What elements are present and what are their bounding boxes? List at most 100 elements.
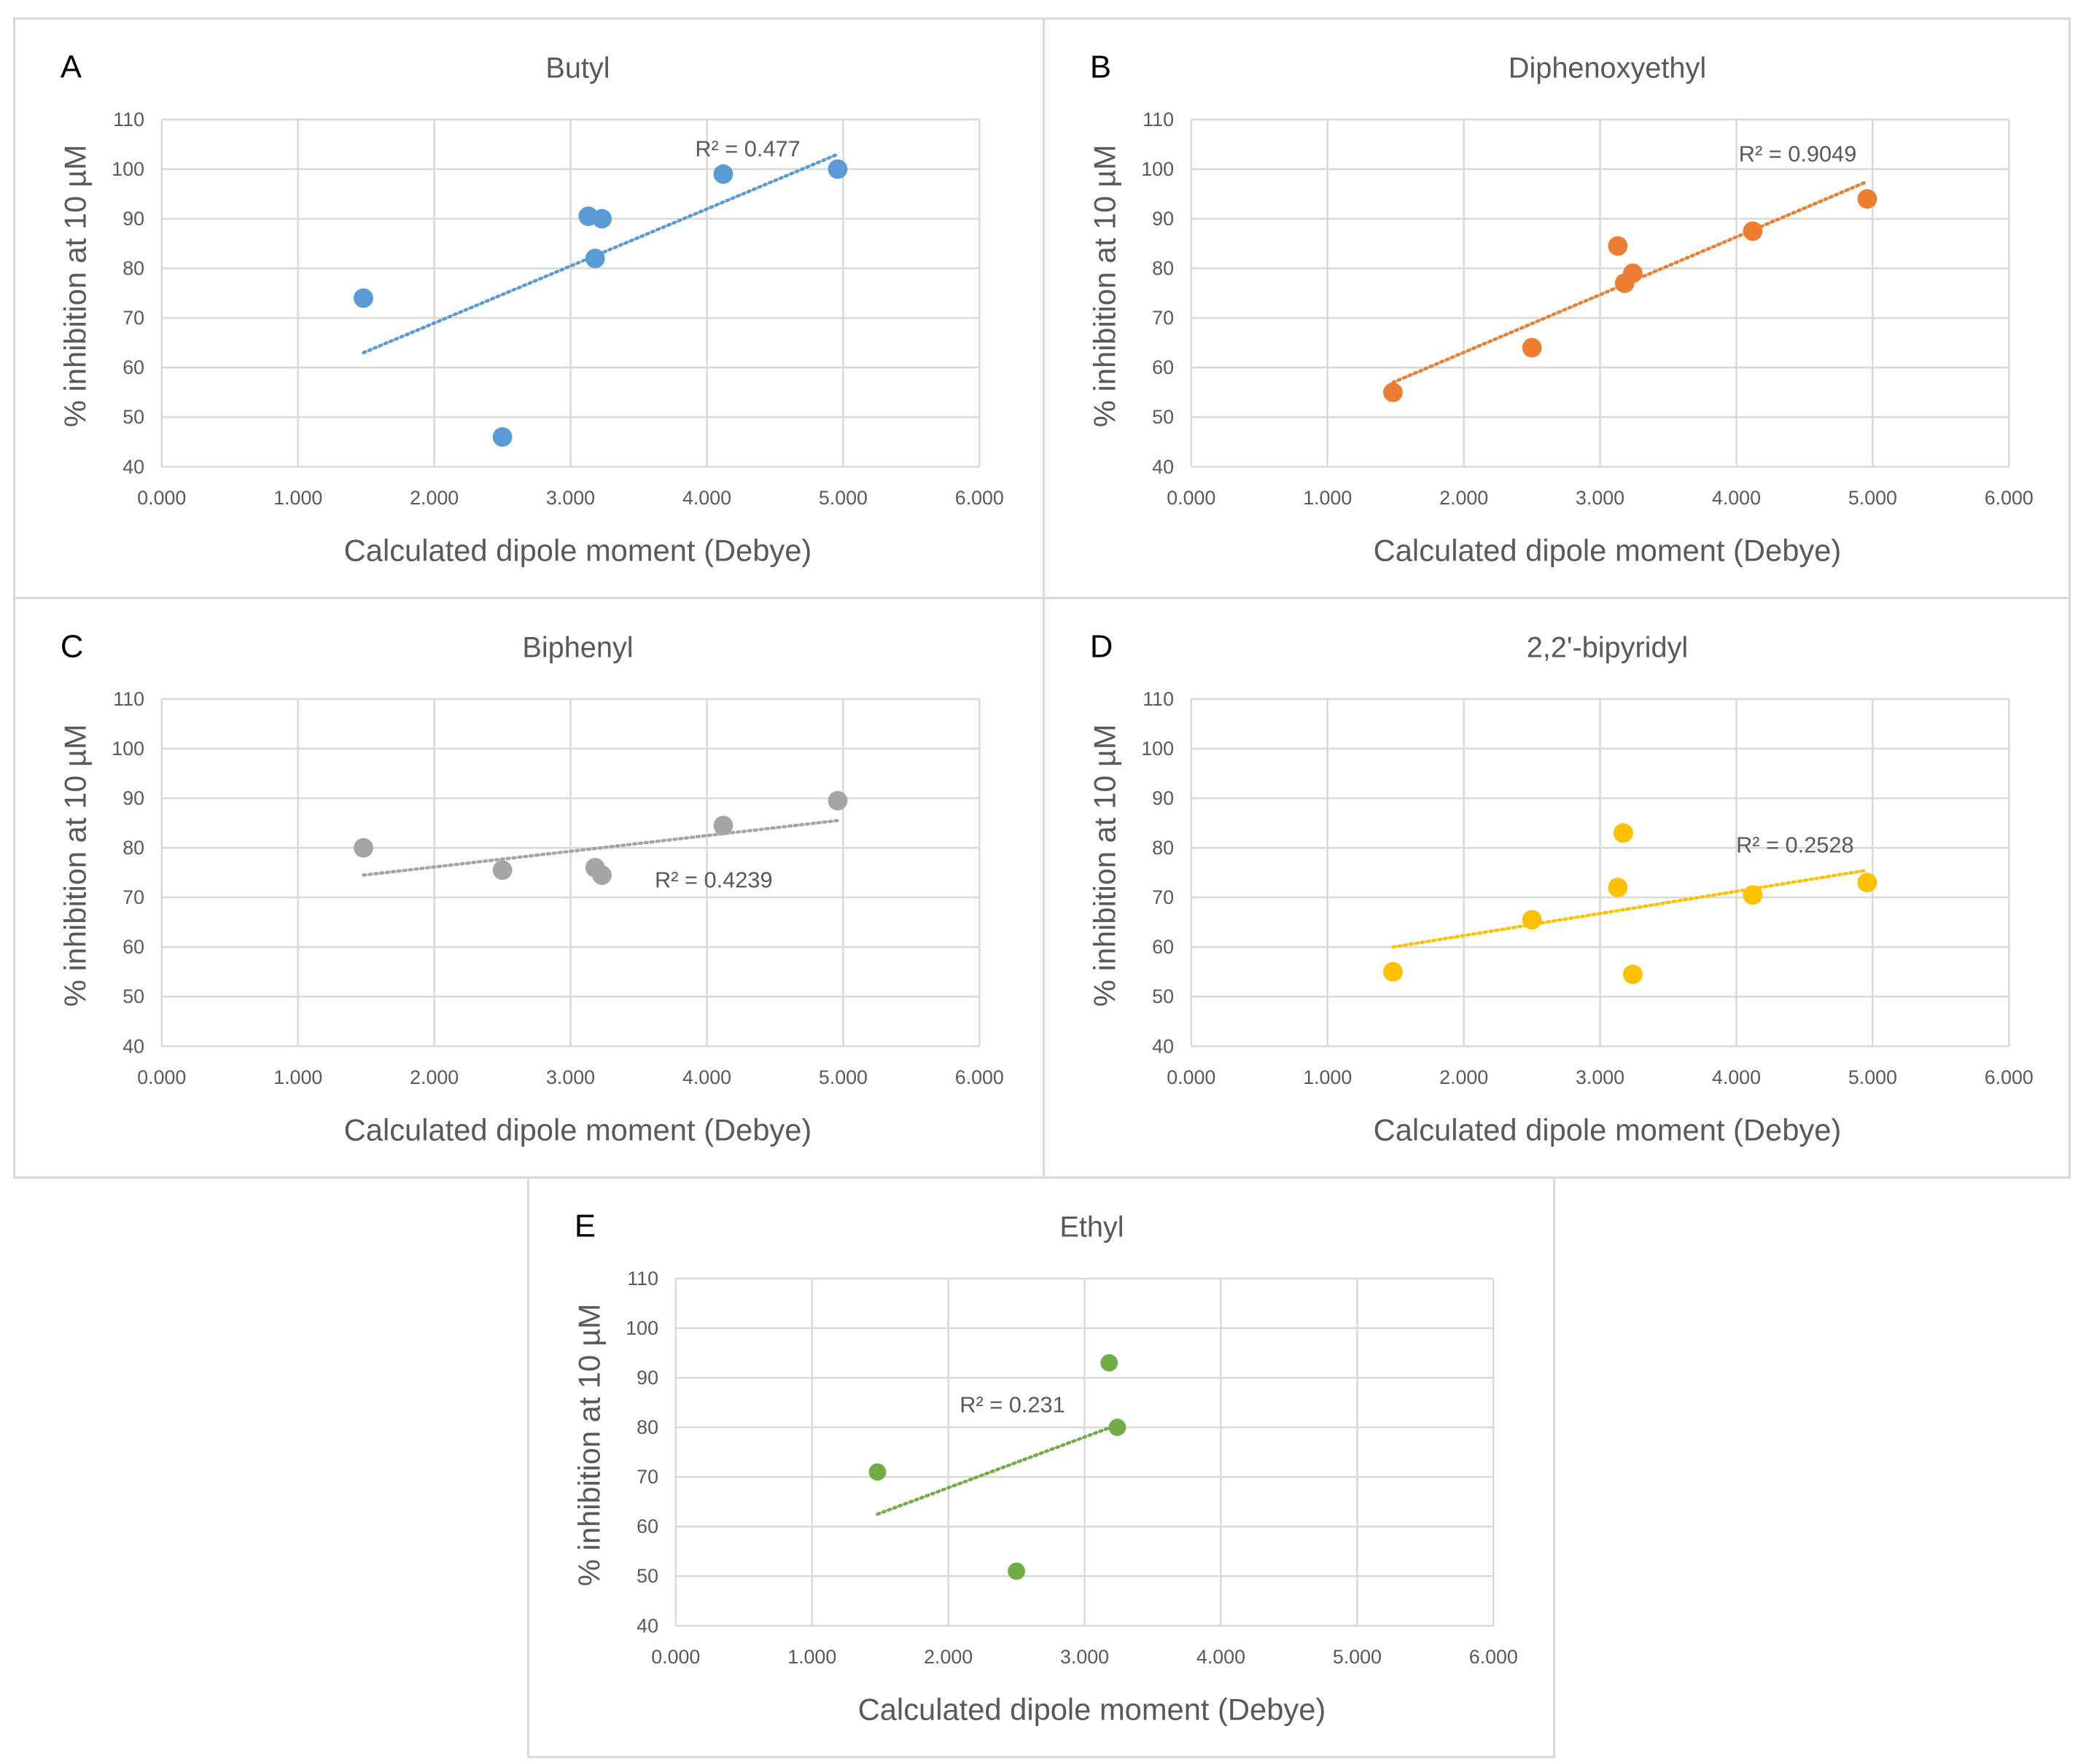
y-tick-label: 100 <box>1141 738 1174 760</box>
chart-title: Diphenoxyethyl <box>1509 52 1706 84</box>
y-tick-label: 110 <box>113 109 144 130</box>
r-squared-label: R² = 0.2528 <box>1736 832 1854 858</box>
data-point <box>868 1463 887 1481</box>
x-tick-label: 1.000 <box>273 487 322 509</box>
x-axis-label: Calculated dipole moment (Debye) <box>344 1112 812 1147</box>
y-tick-label: 70 <box>1152 307 1174 329</box>
chart-title: Ethyl <box>1059 1211 1124 1243</box>
panel-letter: D <box>1090 628 1113 664</box>
data-point <box>828 791 848 811</box>
y-tick-label: 90 <box>122 208 144 230</box>
y-tick-label: 60 <box>1152 356 1174 378</box>
x-axis-label: Calculated dipole moment (Debye) <box>1374 1112 1842 1147</box>
x-tick-label: 4.000 <box>682 1066 731 1088</box>
y-tick-label: 110 <box>113 688 144 710</box>
x-tick-label: 5.000 <box>1848 1066 1897 1088</box>
y-axis-label: % inhibition at 10 µM <box>58 724 93 1007</box>
y-tick-label: 70 <box>122 886 144 908</box>
data-point <box>1008 1562 1025 1580</box>
y-tick-label: 80 <box>122 257 144 279</box>
x-tick-label: 5.000 <box>1848 487 1897 509</box>
data-point <box>492 860 513 881</box>
y-tick-label: 60 <box>122 356 144 378</box>
x-tick-label: 0.000 <box>1167 487 1215 509</box>
y-tick-label: 60 <box>637 1515 658 1537</box>
y-axis-label: % inhibition at 10 µM <box>572 1303 607 1586</box>
x-tick-label: 6.000 <box>1985 1066 2034 1088</box>
y-tick-label: 90 <box>1152 208 1174 230</box>
x-tick-label: 6.000 <box>955 1066 1004 1088</box>
chart-panel-b: 40 50 60 70 80 90 100 110 0.000 1.000 2.000 3.000 4.… <box>1043 17 2071 599</box>
data-point <box>1383 961 1403 982</box>
data-point <box>1857 873 1877 893</box>
x-tick-label: 2.000 <box>924 1646 973 1668</box>
data-point <box>1608 236 1628 256</box>
y-axis-label: % inhibition at 10 µM <box>1088 724 1122 1007</box>
y-tick-label: 90 <box>1152 787 1174 809</box>
y-tick-label: 110 <box>1143 688 1174 710</box>
x-tick-label: 6.000 <box>955 487 1004 509</box>
x-tick-label: 4.000 <box>1712 1066 1761 1088</box>
y-tick-label: 50 <box>1152 406 1174 428</box>
data-point <box>1613 823 1633 843</box>
data-point <box>1522 337 1542 358</box>
chart-svg-c: 40 50 60 70 80 90 100 110 0.000 1.000 2.000 3.000 4.… <box>58 628 1004 1147</box>
x-tick-label: 3.000 <box>546 1066 595 1088</box>
r-squared-label: R² = 0.231 <box>960 1392 1065 1417</box>
data-point <box>1623 964 1643 985</box>
y-tick-label: 40 <box>122 456 144 477</box>
r-squared-label: R² = 0.4239 <box>655 867 773 892</box>
data-point <box>713 816 733 835</box>
y-tick-label: 110 <box>1143 109 1174 130</box>
y-tick-label: 50 <box>1152 986 1174 1007</box>
x-tick-label: 1.000 <box>787 1646 836 1668</box>
y-tick-label: 100 <box>626 1317 658 1339</box>
y-tick-label: 90 <box>637 1367 658 1389</box>
panel-letter: E <box>575 1208 596 1244</box>
x-tick-label: 2.000 <box>410 1066 459 1088</box>
chart-svg-d: 40 50 60 70 80 90 100 110 0.000 1.000 2.000 3.000 4.… <box>1088 628 2034 1147</box>
x-tick-label: 4.000 <box>1196 1646 1245 1668</box>
x-tick-label: 5.000 <box>819 487 868 509</box>
data-point <box>1743 885 1763 905</box>
data-point <box>592 208 612 229</box>
r-squared-label: R² = 0.9049 <box>1739 141 1857 167</box>
y-tick-label: 70 <box>637 1466 658 1488</box>
y-tick-label: 50 <box>122 986 144 1007</box>
x-tick-label: 0.000 <box>137 1066 186 1088</box>
chart-svg-b: 40 50 60 70 80 90 100 110 0.000 1.000 2.000 3.000 4.… <box>1088 49 2034 567</box>
y-tick-label: 40 <box>122 1035 144 1057</box>
y-tick-label: 80 <box>122 837 144 859</box>
y-tick-label: 40 <box>1152 456 1174 477</box>
data-point <box>1608 878 1628 897</box>
panel-letter: B <box>1090 49 1111 85</box>
chart-panel-d: 40 50 60 70 80 90 100 110 0.000 1.000 2.000 3.000 4.… <box>1043 597 2071 1179</box>
x-tick-label: 5.000 <box>819 1066 868 1088</box>
chart-panel-e: 40 50 60 70 80 90 100 110 0.000 1.000 2.000 3.000 4.… <box>527 1176 1555 1758</box>
x-tick-label: 1.000 <box>1303 487 1352 509</box>
x-tick-label: 0.000 <box>1167 1066 1215 1088</box>
trendline <box>1391 868 1869 949</box>
y-tick-label: 70 <box>1152 886 1174 908</box>
y-tick-label: 80 <box>1152 257 1174 279</box>
chart-title: Butyl <box>545 52 610 84</box>
data-point <box>1100 1354 1118 1372</box>
chart-panel-c: 40 50 60 70 80 90 100 110 0.000 1.000 2.000 3.000 4.… <box>13 597 1045 1179</box>
x-tick-label: 0.000 <box>651 1646 700 1668</box>
y-tick-label: 90 <box>122 787 144 809</box>
x-tick-label: 6.000 <box>1469 1646 1518 1668</box>
data-point <box>585 249 605 268</box>
y-axis-label: % inhibition at 10 µM <box>1088 144 1122 427</box>
y-tick-label: 80 <box>1152 837 1174 859</box>
r-squared-label: R² = 0.477 <box>695 136 800 162</box>
chart-title: 2,2'-bipyridyl <box>1527 631 1689 663</box>
x-tick-label: 1.000 <box>273 1066 322 1088</box>
y-tick-label: 80 <box>637 1416 658 1438</box>
x-tick-label: 3.000 <box>1576 487 1624 509</box>
panel-letter: C <box>61 628 84 664</box>
data-point <box>1522 910 1542 930</box>
x-axis-label: Calculated dipole moment (Debye) <box>344 533 812 567</box>
y-tick-label: 100 <box>1141 158 1174 180</box>
data-point <box>354 288 373 308</box>
y-tick-label: 70 <box>122 307 144 329</box>
